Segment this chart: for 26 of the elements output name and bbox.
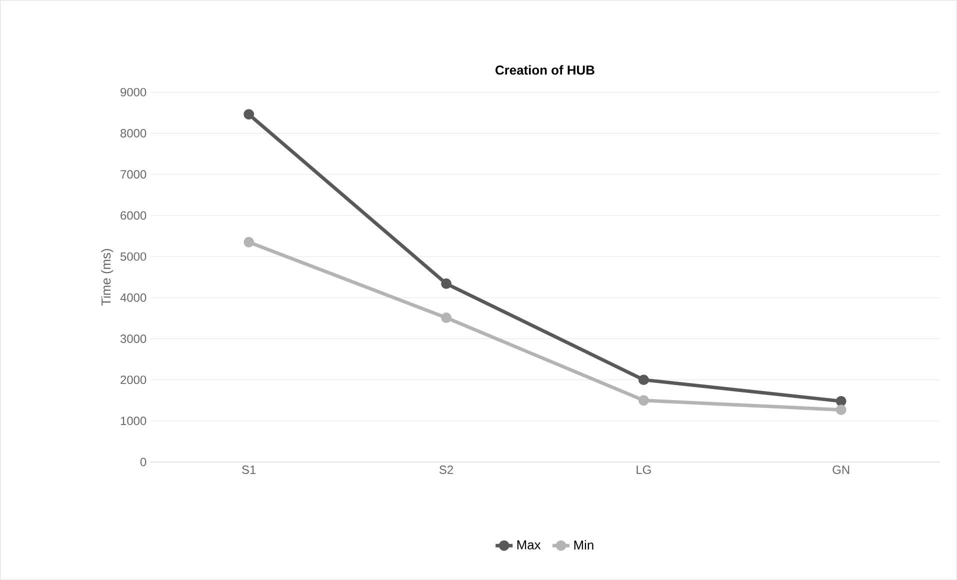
y-tick-label: 0 — [140, 458, 146, 466]
point — [244, 236, 254, 248]
point — [441, 278, 452, 289]
y-tick-label: 6000 — [120, 211, 146, 220]
point — [836, 396, 846, 406]
legend-label: Min — [574, 540, 594, 550]
legend-label: Max — [517, 540, 541, 550]
y-tick-label: 3000 — [120, 334, 146, 343]
point — [638, 374, 649, 385]
y-tick-label: 1000 — [120, 416, 146, 426]
point — [441, 312, 452, 323]
y-tick-label: 5000 — [120, 252, 146, 261]
point — [638, 395, 649, 406]
point — [244, 109, 254, 120]
x-tick-label: LG — [636, 465, 651, 474]
x-tick-label: GN — [832, 465, 850, 474]
x-tick-label: S2 — [440, 465, 453, 474]
chart-title: Creation of HUB — [496, 65, 594, 75]
y-tick-label: 4000 — [120, 293, 146, 302]
y-tick-label: 2000 — [120, 376, 146, 384]
y-tick-label: 9000 — [120, 88, 146, 96]
y-tick-label: 7000 — [120, 170, 146, 178]
y-tick-label: 8000 — [120, 128, 146, 138]
y-axis-title: Time (ms) — [101, 248, 114, 306]
point — [836, 404, 846, 415]
x-tick-label: S1 — [242, 465, 256, 474]
